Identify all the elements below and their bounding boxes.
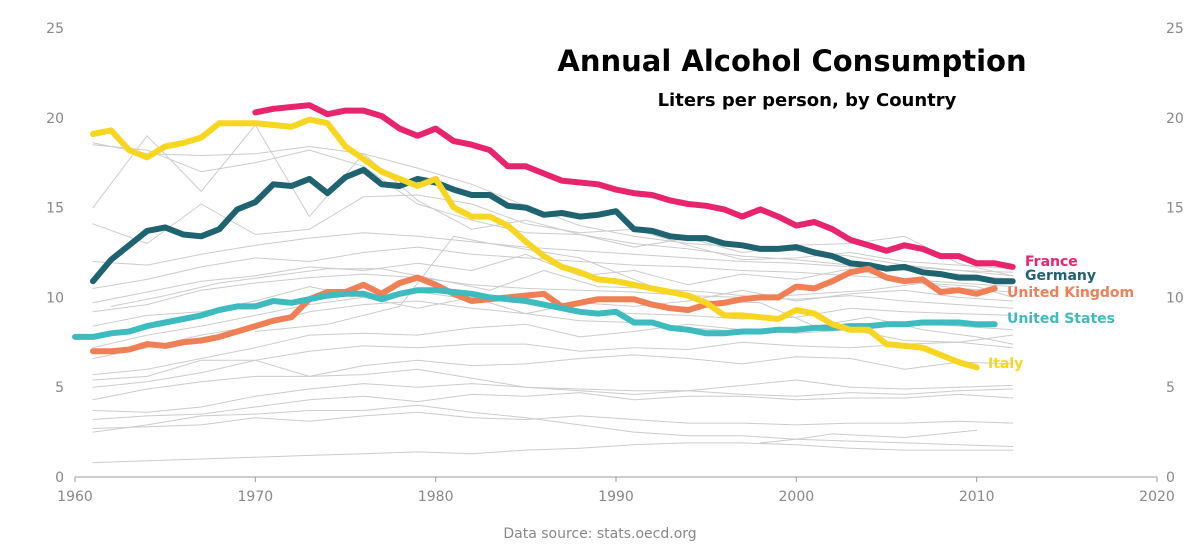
y-tick-label-right: 25 [1166,21,1184,37]
y-tick-label-right: 10 [1166,290,1184,306]
chart-title: Annual Alcohol Consumption [557,44,1026,78]
y-tick-label-right: 5 [1166,380,1175,396]
series-line-other-country-15 [92,368,1014,401]
x-tick-label: 1980 [418,489,454,505]
y-tick-label-left: 25 [46,21,64,37]
series-line-france [252,102,1016,270]
y-tick-label-right: 15 [1166,201,1184,217]
series-label-united-states: United States [1007,311,1115,327]
y-axis-right: 0 5 10 15 20 25 [1166,21,1184,486]
y-tick-label-right: 0 [1166,470,1175,486]
x-tick-label: 2020 [1139,489,1175,505]
series-line-other-country-13 [92,341,1014,388]
x-tick-label: 2000 [779,489,815,505]
series-line-other-country-4 [92,194,1014,270]
series-line-other-country-23 [110,268,1014,307]
x-tick-label: 2010 [959,489,995,505]
series-label-germany: Germany [1025,268,1096,284]
y-tick-label-left: 5 [55,380,64,396]
y-tick-label-left: 0 [55,470,64,486]
series-line-united-kingdom [90,265,998,355]
y-tick-label-left: 10 [46,290,64,306]
series-line-other-country-19 [92,404,1014,447]
x-tick-label: 1990 [598,489,634,505]
highlighted-series-group [72,102,1016,371]
series-label-italy: Italy [988,356,1023,372]
series-label-united-kingdom: United Kingdom [1007,285,1134,301]
series-line-other-country-20 [92,442,1014,464]
series-line-other-country-21 [759,429,978,444]
y-tick-label-right: 20 [1166,111,1184,127]
series-line-other-country-18 [92,411,1014,429]
series-label-france: France [1025,254,1078,270]
x-tick-label: 1970 [238,489,274,505]
y-tick-label-left: 20 [46,111,64,127]
x-tick-label: 1960 [57,489,93,505]
series-line-germany [90,166,1016,285]
series-line-other-country-8 [92,273,1014,313]
series-line-other-country-2 [92,142,1014,277]
series-line-other-country-17 [92,392,1014,420]
series-line-other-country-16 [92,383,1014,413]
y-axis-left: 0 5 10 15 20 25 [46,21,64,486]
data-source-note: Data source: stats.oecd.org [503,526,696,542]
y-tick-label-left: 15 [46,201,64,217]
chart-subtitle: Liters per person, by Country [658,90,957,111]
x-axis: 1960 1970 1980 1990 2000 2010 2020 [57,476,1175,505]
series-line-other-country-14 [92,354,1014,381]
series-line-italy [90,116,980,371]
